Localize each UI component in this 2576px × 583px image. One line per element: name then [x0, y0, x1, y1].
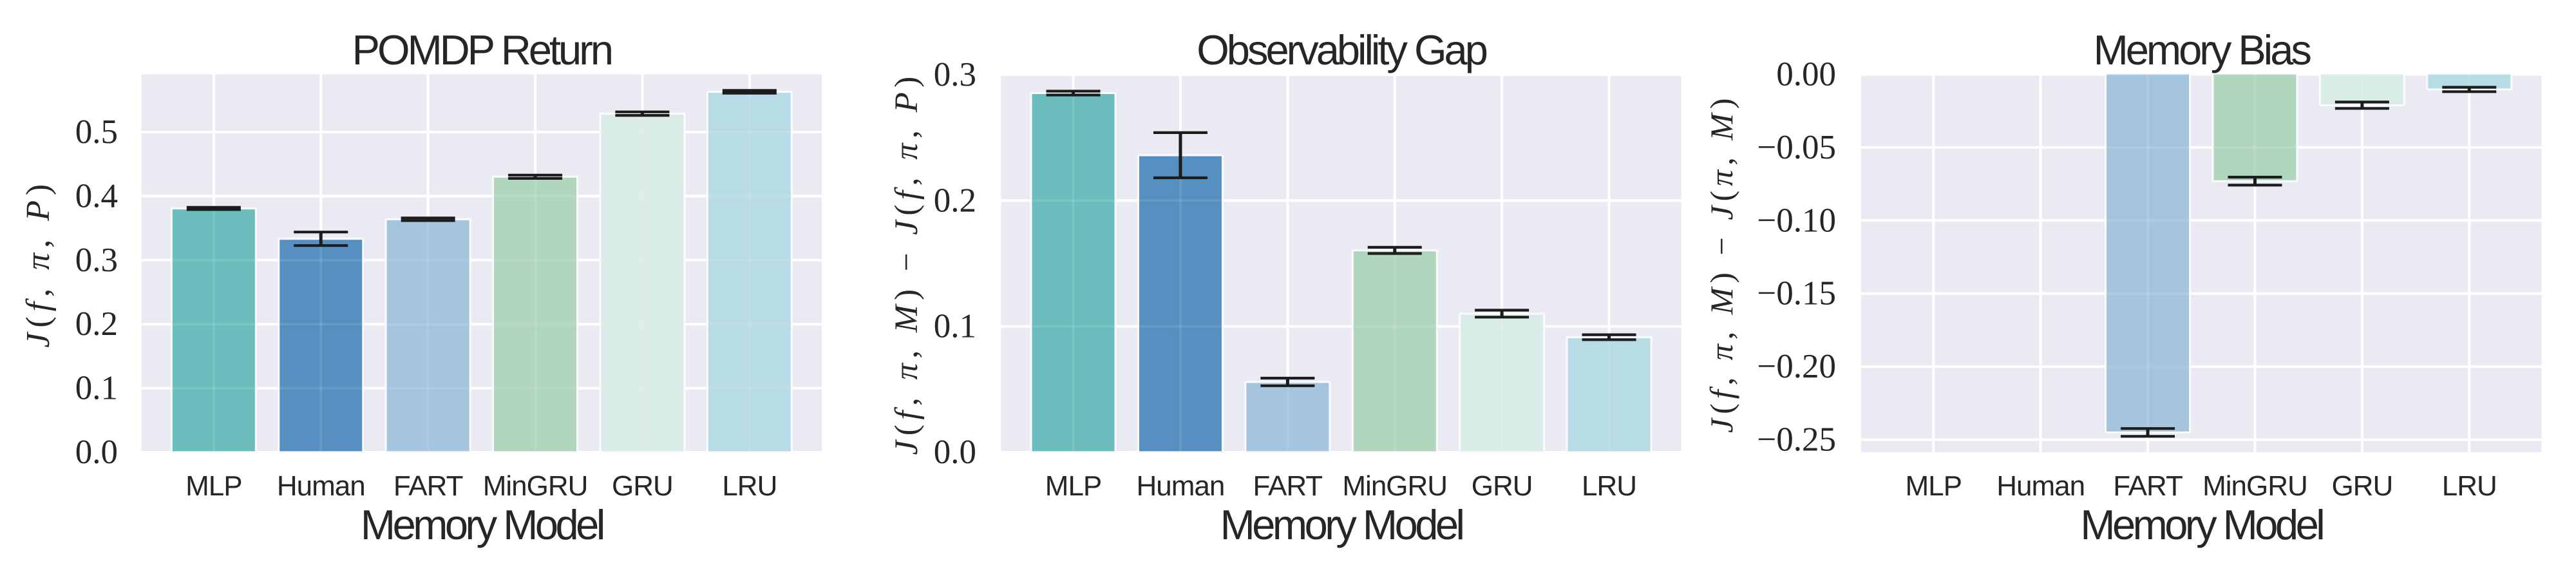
svg-text:−0.25: −0.25	[1757, 421, 1836, 459]
svg-text:GRU: GRU	[1472, 470, 1533, 502]
svg-text:Observability Gap: Observability Gap	[1197, 26, 1486, 73]
svg-text:0.00: 0.00	[1776, 56, 1836, 93]
svg-text:−0.05: −0.05	[1757, 129, 1836, 166]
svg-text:0.3: 0.3	[934, 56, 976, 93]
svg-text:0.2: 0.2	[934, 182, 976, 219]
svg-text:MLP: MLP	[1906, 470, 1962, 502]
svg-text:0.0: 0.0	[934, 434, 976, 471]
svg-text:MLP: MLP	[185, 470, 242, 502]
svg-text:LRU: LRU	[1582, 470, 1636, 502]
svg-text:FART: FART	[1253, 470, 1323, 502]
svg-text:Memory Bias: Memory Bias	[2094, 26, 2311, 73]
svg-text:GRU: GRU	[2331, 470, 2392, 502]
svg-text:LRU: LRU	[2442, 470, 2497, 502]
svg-text:0.4: 0.4	[75, 177, 118, 215]
svg-text:MinGRU: MinGRU	[2202, 470, 2307, 502]
svg-text:J(f, π, M) − J(f, π, P): J(f, π, M) − J(f, π, P)	[889, 72, 925, 455]
svg-text:MinGRU: MinGRU	[1342, 470, 1447, 502]
svg-text:J(f, π, M) − J(π, M): J(f, π, M) − J(π, M)	[1703, 93, 1739, 433]
svg-text:Human: Human	[1996, 470, 2085, 502]
svg-text:FART: FART	[2113, 470, 2183, 502]
svg-text:0.1: 0.1	[75, 370, 118, 407]
svg-text:0.2: 0.2	[75, 305, 118, 343]
svg-text:MLP: MLP	[1045, 470, 1101, 502]
svg-text:0.3: 0.3	[75, 242, 118, 279]
svg-text:−0.10: −0.10	[1757, 202, 1836, 239]
svg-text:J(f, π, P): J(f, π, P)	[20, 179, 57, 348]
svg-text:Memory Model: Memory Model	[361, 501, 603, 548]
svg-text:Memory Model: Memory Model	[2080, 501, 2323, 548]
svg-text:POMDP Return: POMDP Return	[352, 26, 611, 73]
svg-text:LRU: LRU	[722, 470, 777, 502]
svg-text:Memory Model: Memory Model	[1220, 501, 1463, 548]
svg-text:−0.15: −0.15	[1757, 275, 1836, 312]
svg-text:−0.20: −0.20	[1757, 348, 1836, 385]
svg-text:0.1: 0.1	[934, 308, 976, 345]
svg-text:0.0: 0.0	[75, 434, 118, 471]
svg-text:Human: Human	[277, 470, 365, 502]
svg-text:GRU: GRU	[612, 470, 673, 502]
svg-text:FART: FART	[393, 470, 463, 502]
svg-text:Human: Human	[1137, 470, 1225, 502]
svg-text:MinGRU: MinGRU	[483, 470, 588, 502]
svg-text:0.5: 0.5	[75, 113, 118, 151]
